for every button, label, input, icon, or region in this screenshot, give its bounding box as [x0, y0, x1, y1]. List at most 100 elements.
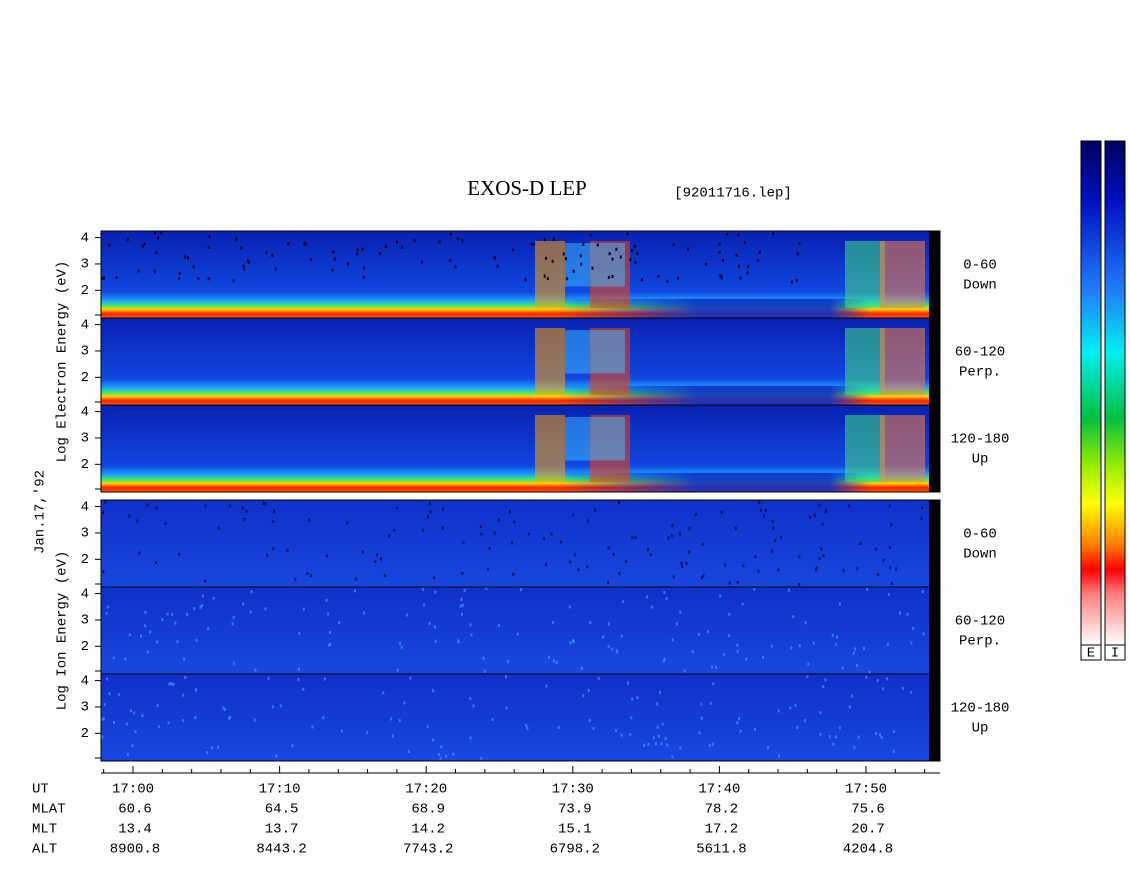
direction-label: Perp.: [959, 365, 1001, 381]
noise: [774, 539, 777, 543]
noise: [241, 506, 244, 510]
noise: [661, 722, 664, 726]
noise: [875, 547, 878, 551]
noise: [547, 655, 550, 659]
noise: [876, 678, 879, 682]
noise: [832, 742, 835, 746]
noise: [525, 723, 528, 727]
noise: [106, 677, 109, 681]
noise: [745, 657, 748, 661]
direction-label: Perp.: [959, 634, 1001, 650]
row-value: 15.1: [558, 822, 592, 838]
noise: [134, 730, 137, 734]
noise: [439, 756, 442, 760]
noise: [796, 726, 799, 730]
noise: [671, 638, 674, 642]
noise: [362, 611, 365, 615]
noise: [734, 526, 737, 530]
noise: [327, 612, 330, 616]
noise: [156, 640, 159, 644]
noise: [842, 569, 845, 573]
y-tick-label: 3: [81, 344, 89, 360]
noise: [362, 266, 365, 270]
noise: [649, 553, 652, 557]
noise: [893, 729, 896, 733]
noise: [341, 729, 344, 733]
noise: [168, 682, 171, 686]
noise: [666, 743, 669, 747]
noise: [101, 735, 104, 739]
noise: [497, 519, 500, 523]
noise: [868, 670, 871, 674]
noise: [662, 659, 665, 663]
noise: [901, 686, 904, 690]
noise: [146, 503, 149, 507]
noise: [240, 246, 243, 250]
noise: [738, 265, 741, 269]
noise: [174, 621, 177, 625]
noise: [141, 714, 144, 718]
noise: [243, 517, 246, 521]
noise: [636, 696, 639, 700]
noise: [589, 621, 592, 625]
noise: [182, 693, 185, 697]
row-value: 5611.8: [696, 842, 746, 858]
noise: [672, 243, 675, 247]
noise: [223, 708, 226, 712]
noise: [850, 694, 853, 698]
noise: [821, 522, 824, 526]
noise: [588, 718, 591, 722]
noise: [643, 744, 646, 748]
noise: [128, 633, 131, 637]
noise: [663, 590, 666, 594]
noise: [154, 561, 157, 565]
noise: [487, 567, 490, 571]
row-value: 13.7: [265, 822, 299, 838]
noise: [596, 243, 599, 247]
noise: [586, 565, 589, 569]
noise: [491, 718, 494, 722]
noise: [580, 262, 583, 266]
noise: [812, 641, 815, 645]
noise: [631, 697, 634, 701]
noise: [366, 731, 369, 735]
colorbar-label-box: [1080, 644, 1102, 661]
noise: [718, 250, 721, 254]
spectrogram-fade: [101, 472, 929, 492]
noise: [440, 745, 443, 749]
noise: [656, 725, 659, 729]
noise: [920, 506, 923, 510]
noise: [611, 274, 614, 278]
spectrogram-feature: [565, 330, 625, 374]
noise: [157, 725, 160, 729]
noise: [721, 258, 724, 262]
noise: [772, 232, 775, 236]
noise: [647, 548, 650, 552]
noise: [688, 550, 691, 554]
noise: [526, 726, 529, 730]
noise: [454, 265, 457, 269]
noise: [620, 733, 623, 737]
noise: [679, 746, 682, 750]
direction-label: Down: [963, 547, 997, 563]
noise: [143, 242, 146, 246]
noise: [125, 722, 128, 726]
noise: [569, 641, 572, 645]
direction-label: Down: [963, 278, 997, 294]
noise: [155, 506, 158, 510]
noise: [353, 589, 356, 593]
noise: [328, 643, 331, 647]
file-name: [92011716.lep]: [674, 186, 792, 202]
pitch-label: 60-120: [955, 345, 1005, 361]
noise: [818, 556, 821, 560]
noise: [178, 276, 181, 280]
noise: [804, 719, 807, 723]
noise: [646, 595, 649, 599]
noise: [754, 555, 757, 559]
end-strip: [929, 674, 940, 761]
noise: [618, 571, 621, 575]
noise: [922, 632, 925, 636]
noise: [528, 532, 531, 536]
row-value: 17:50: [845, 782, 887, 798]
noise: [249, 610, 252, 614]
